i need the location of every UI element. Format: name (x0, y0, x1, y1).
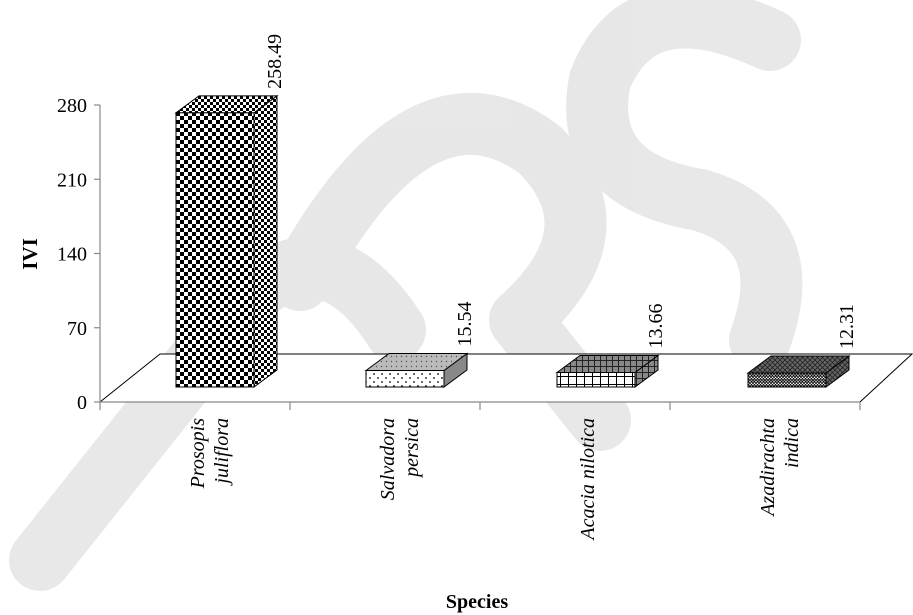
x-tick-group (99, 402, 861, 410)
y-tick-label: 0 (77, 392, 87, 414)
data-value-label: 12.31 (836, 304, 858, 349)
bar-front-face (556, 372, 636, 388)
category-label: Azadirachta indica (757, 418, 803, 518)
category-label-line: persica (401, 418, 423, 479)
category-label: Prosopis juliflora (187, 418, 233, 490)
data-value-label: 258.49 (264, 34, 286, 89)
bar-front-face (365, 370, 445, 388)
x-axis-title: Species (446, 591, 508, 613)
y-axis-title: IVI (18, 238, 42, 270)
category-label-line: juliflora (211, 418, 233, 487)
bar-group (174, 94, 851, 388)
bar (174, 94, 279, 388)
category-label-line: Azadirachta (757, 418, 779, 518)
bar-front-face (175, 112, 255, 388)
category-label: Acacia nilotica (577, 418, 599, 542)
category-label-line: Prosopis (187, 418, 209, 490)
category-label: Salvadora persica (377, 418, 423, 500)
category-label-line: Salvadora (377, 418, 399, 500)
bar (364, 352, 469, 388)
category-label-line: indica (781, 418, 803, 468)
data-value-label: 13.66 (645, 304, 667, 349)
watermark (9, 0, 803, 591)
y-tick-label: 140 (57, 244, 87, 266)
category-label-line: Acacia nilotica (577, 418, 599, 542)
y-tick-label: 210 (57, 169, 87, 191)
category-label-group: Prosopis juliflora Salvadora persica Acacia … (187, 418, 803, 542)
data-value-label: 15.54 (454, 302, 476, 347)
y-tick-label: 280 (57, 95, 87, 117)
value-label-group: 258.49 15.54 13.66 12.31 (264, 34, 858, 349)
bar (746, 355, 851, 388)
bar-side-face (253, 94, 278, 388)
bar-front-face (747, 372, 827, 388)
y-tick-label: 70 (67, 318, 87, 340)
bar (555, 354, 660, 388)
y-tick-group: 0 70 140 210 280 (57, 95, 100, 414)
